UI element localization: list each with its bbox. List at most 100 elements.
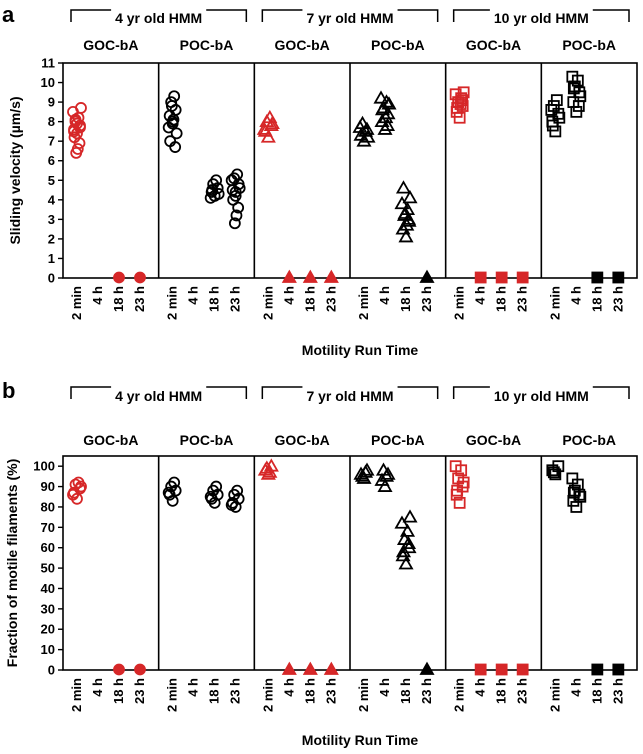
data-point-a	[395, 221, 411, 235]
x-tick-label-b: 18 h	[589, 678, 604, 704]
group-title-b: 7 yr old HMM	[306, 388, 393, 404]
x-tick-label-b: 4 h	[186, 678, 201, 697]
x-tick-label-b: 2 min	[260, 678, 275, 712]
x-tick-label-b: 2 min	[452, 678, 467, 712]
x-tick-label-b: 18 h	[111, 678, 126, 704]
y-tick-label-b: 100	[33, 459, 55, 474]
data-point-a	[395, 180, 412, 194]
condition-title-a: POC-bA	[371, 37, 425, 53]
condition-title-b: GOC-bA	[275, 432, 330, 448]
x-tick-label-a: 23 h	[419, 286, 434, 312]
data-point-b	[567, 486, 580, 499]
data-point-b	[549, 468, 562, 481]
x-tick-label-b: 4 h	[377, 678, 392, 697]
x-tick-label-a: 18 h	[207, 286, 222, 312]
data-point-a	[381, 96, 397, 110]
x-tick-label-b: 23 h	[419, 678, 434, 704]
data-point-a	[567, 82, 580, 95]
data-point-b	[516, 663, 529, 676]
data-point-a	[170, 127, 183, 140]
data-point-b	[357, 464, 374, 478]
data-point-b	[204, 490, 217, 503]
x-tick-label-a: 2 min	[452, 286, 467, 320]
y-tick-label-a: 9	[48, 95, 55, 110]
condition-title-b: GOC-bA	[83, 432, 138, 448]
data-point-b	[457, 476, 470, 489]
data-point-b	[402, 509, 418, 523]
y-tick-label-a: 2	[48, 231, 55, 246]
data-point-a	[399, 217, 415, 231]
x-tick-label-a: 4 h	[186, 286, 201, 305]
condition-title-a: POC-bA	[562, 37, 616, 53]
data-point-b	[378, 468, 395, 482]
x-tick-label-b: 18 h	[494, 678, 509, 704]
data-point-a	[230, 209, 243, 222]
data-point-b	[281, 661, 297, 675]
data-point-b	[400, 535, 417, 550]
data-point-a	[210, 174, 223, 187]
x-tick-label-b: 23 h	[323, 678, 338, 704]
data-point-b	[231, 484, 244, 497]
y-axis-title-a: Sliding velocity (µm/s)	[7, 96, 23, 244]
data-point-a	[232, 201, 245, 214]
x-tick-label-b: 18 h	[398, 678, 413, 704]
x-tick-label-b: 18 h	[302, 678, 317, 704]
panel-letter-a: a	[2, 2, 15, 27]
y-tick-label-a: 5	[48, 173, 55, 188]
data-point-b	[451, 484, 464, 497]
y-tick-label-a: 7	[48, 134, 55, 149]
data-point-b	[75, 480, 87, 493]
data-point-b	[67, 488, 79, 501]
data-point-b	[210, 480, 223, 493]
condition-title-a: GOC-bA	[275, 37, 330, 53]
x-tick-label-a: 23 h	[610, 286, 625, 312]
condition-title-a: POC-bA	[180, 37, 234, 53]
data-point-a	[591, 271, 604, 284]
data-point-a	[212, 188, 225, 200]
data-point-a	[553, 111, 566, 124]
data-point-a	[166, 117, 179, 130]
y-tick-label-b: 10	[41, 642, 55, 657]
data-point-b	[495, 663, 508, 676]
y-tick-label-b: 80	[41, 499, 55, 514]
x-tick-label-b: 4 h	[568, 678, 583, 697]
data-point-a	[398, 229, 414, 243]
x-tick-label-b: 4 h	[281, 678, 296, 697]
condition-title-b: POC-bA	[562, 432, 616, 448]
x-axis-title-a: Motility Run Time	[302, 342, 419, 358]
data-point-a	[281, 269, 297, 283]
data-point-a	[233, 182, 246, 194]
data-point-a	[566, 70, 579, 83]
group-title-b: 4 yr old HMM	[115, 388, 202, 404]
data-point-b	[323, 661, 339, 675]
condition-title-b: GOC-bA	[466, 432, 521, 448]
data-point-a	[264, 115, 280, 129]
data-point-a	[495, 271, 508, 284]
group-title-b: 10 yr old HMM	[494, 388, 589, 404]
y-tick-label-b: 0	[48, 663, 55, 678]
y-axis-title-b: Fraction of motile filaments (%)	[4, 459, 20, 667]
group-title-bg-a	[489, 8, 593, 14]
y-tick-label-b: 30	[41, 601, 55, 616]
x-tick-label-b: 2 min	[356, 678, 371, 712]
x-tick-label-b: 18 h	[207, 678, 222, 704]
data-point-b	[449, 460, 462, 473]
data-point-a	[397, 205, 413, 219]
y-tick-label-b: 60	[41, 540, 55, 555]
data-point-a	[374, 113, 390, 128]
x-tick-label-a: 2 min	[547, 286, 562, 320]
data-point-b	[395, 543, 412, 558]
data-point-a	[545, 104, 558, 116]
x-tick-label-b: 23 h	[132, 678, 147, 704]
data-point-a	[75, 102, 87, 114]
y-tick-label-b: 50	[41, 561, 55, 576]
data-point-b	[168, 476, 181, 489]
x-tick-label-b: 4 h	[473, 678, 488, 697]
x-tick-label-b: 2 min	[547, 678, 562, 712]
data-point-b	[474, 663, 487, 676]
x-tick-label-b: 2 min	[165, 678, 180, 712]
y-tick-label-a: 11	[41, 56, 55, 71]
x-tick-label-b: 4 h	[90, 678, 105, 697]
data-point-a	[169, 141, 182, 153]
